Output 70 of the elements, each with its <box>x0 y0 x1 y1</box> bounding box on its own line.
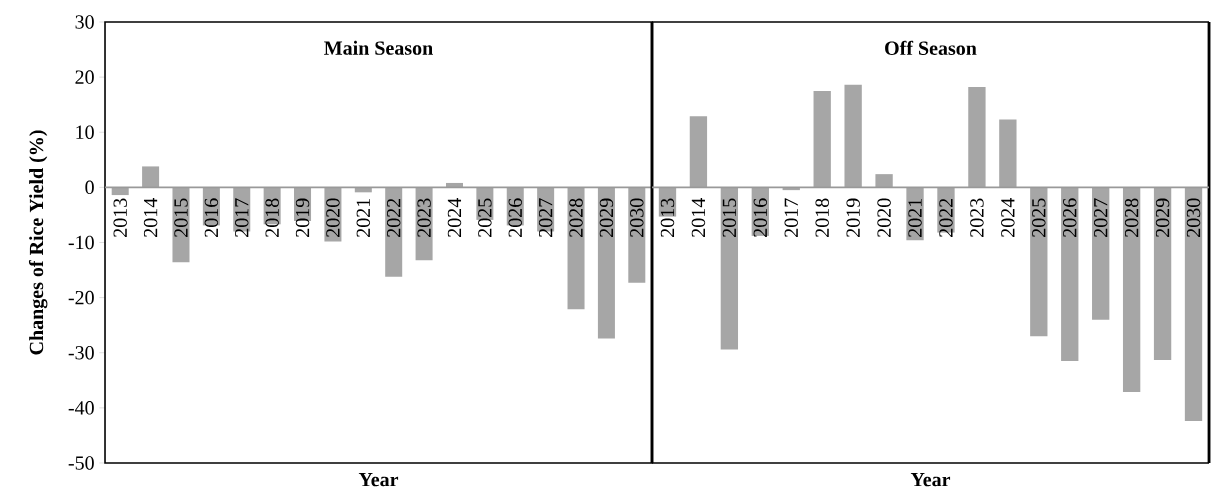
x-tick-label: 2015 <box>174 198 188 237</box>
y-tick-label: -10 <box>68 235 94 250</box>
bar <box>445 182 463 188</box>
bar <box>385 187 403 277</box>
x-tick-label: 2030 <box>1186 198 1201 237</box>
x-tick-label: 2025 <box>1032 198 1046 237</box>
x-tick-label: 2018 <box>265 198 279 237</box>
bar <box>1061 187 1079 362</box>
bar <box>567 187 585 310</box>
x-tick-label: 2024 <box>447 198 462 237</box>
x-tick-label: 2023 <box>417 198 431 237</box>
x-tick-label: 2021 <box>908 198 922 237</box>
x-tick-label: 2021 <box>356 198 371 237</box>
bar <box>111 187 129 196</box>
bar <box>875 174 893 188</box>
y-tick-label: -50 <box>68 456 94 470</box>
x-tick-label: 2013 <box>660 198 675 237</box>
bar <box>597 187 615 339</box>
y-tick-label: -20 <box>68 290 94 305</box>
x-tick-label: 2020 <box>877 198 891 237</box>
bar <box>813 90 831 188</box>
x-tick-label: 2026 <box>508 198 522 237</box>
y-axis-title: Changes of Rice Yield (%) <box>28 130 48 355</box>
bar <box>1092 187 1110 320</box>
x-tick-label: 2023 <box>970 198 984 237</box>
bar <box>999 119 1017 188</box>
y-tick-label: -30 <box>68 345 94 360</box>
y-tick-label: 30 <box>75 15 94 29</box>
x-tick-label: 2018 <box>815 198 829 237</box>
bar <box>1153 187 1172 360</box>
x-tick-label: 2024 <box>1001 198 1015 237</box>
x-tick-label: 2027 <box>538 198 553 237</box>
bar <box>844 84 862 188</box>
x-tick-label: 2019 <box>295 198 310 237</box>
y-tick-label: 0 <box>85 180 94 195</box>
x-tick-label: 2016 <box>753 198 768 237</box>
y-tick-label: -40 <box>68 401 94 415</box>
x-axis-title: Year <box>910 473 951 487</box>
bar <box>1030 187 1048 337</box>
bar <box>720 187 739 350</box>
bar <box>689 116 708 188</box>
x-tick-label: 2028 <box>1124 198 1139 237</box>
x-tick-label: 2029 <box>1155 198 1170 237</box>
bar <box>1184 187 1203 422</box>
x-tick-label: 2014 <box>691 198 706 237</box>
x-tick-label: 2022 <box>939 198 953 237</box>
x-tick-label: 2026 <box>1063 198 1077 237</box>
x-tick-label: 2025 <box>478 198 492 237</box>
bar <box>1122 187 1141 392</box>
x-tick-label: 2027 <box>1093 198 1108 237</box>
x-tick-label: 2013 <box>113 198 127 237</box>
x-tick-label: 2014 <box>143 198 158 237</box>
x-tick-label: 2019 <box>846 198 860 237</box>
bar <box>142 166 160 188</box>
x-tick-label: 2022 <box>386 198 401 237</box>
x-tick-label: 2017 <box>784 198 798 237</box>
x-tick-label: 2016 <box>204 198 219 237</box>
x-tick-label: 2029 <box>599 198 614 237</box>
bar <box>628 187 646 283</box>
x-tick-label: 2017 <box>235 198 249 237</box>
bar <box>968 87 986 188</box>
text: Off Season <box>885 40 977 56</box>
text: Main Season <box>324 40 433 55</box>
x-tick-label: 2020 <box>326 198 340 237</box>
x-tick-label: 2028 <box>569 198 583 237</box>
x-tick-label: 2030 <box>630 198 644 237</box>
y-tick-label: 10 <box>76 125 94 139</box>
x-tick-label: 2015 <box>722 198 737 237</box>
x-axis-title: Year <box>358 473 399 487</box>
y-tick-label: 20 <box>75 70 94 84</box>
